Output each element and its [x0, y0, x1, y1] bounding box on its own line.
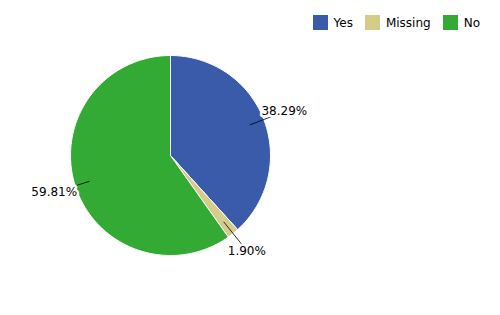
- svg-text:1.90%: 1.90%: [228, 244, 266, 258]
- html-text:Missing: Missing: [385, 15, 431, 30]
- svg-text:38.29%: 38.29%: [261, 104, 307, 118]
- html-text:No: No: [463, 15, 480, 30]
- svg-text:59.81%: 59.81%: [31, 185, 77, 199]
- html-text:Yes: Yes: [333, 15, 353, 30]
